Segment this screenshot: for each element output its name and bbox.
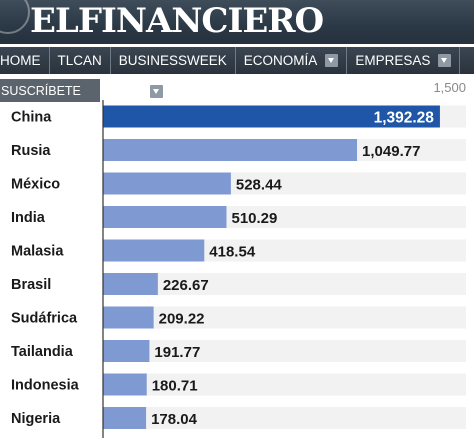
bar [103, 340, 150, 362]
value-label: 209.22 [159, 311, 205, 328]
bar-track [103, 306, 466, 329]
nav-item-businessweek[interactable]: BUSINESSWEEK [111, 47, 236, 74]
category-label: Indonesia [11, 378, 80, 394]
nav-item-label: EMPRESAS [355, 53, 431, 68]
bar-track [103, 373, 466, 396]
bar [103, 373, 147, 396]
category-label: Brasil [11, 277, 51, 293]
bar-track [103, 273, 466, 295]
bar [103, 273, 158, 295]
category-label: Nigeria [11, 411, 61, 427]
nav-item-econom-a[interactable]: ECONOMÍA [236, 47, 348, 74]
bar [103, 239, 205, 262]
category-label: Rusia [11, 143, 51, 159]
category-label: México [11, 177, 60, 193]
nav-item-empresas[interactable]: EMPRESAS [347, 47, 461, 74]
nav-item-label: ECONOMÍA [243, 53, 318, 68]
bar [103, 105, 440, 128]
value-label: 528.44 [236, 177, 283, 194]
category-label: Malasia [11, 244, 64, 260]
main-nav: HOME TLCAN BUSINESSWEEK ECONOMÍA EMPRESAS [0, 47, 474, 74]
bar [103, 407, 147, 429]
value-label: 180.71 [152, 378, 198, 395]
nav-item-label: HOME [0, 53, 41, 68]
bar [103, 139, 358, 161]
x-tick-label: 1,500 [433, 80, 466, 95]
category-label: India [11, 210, 46, 226]
subscribe-button[interactable]: SUSCRÍBETE [0, 79, 100, 102]
category-label: China [11, 110, 52, 126]
value-label: 418.54 [209, 244, 256, 261]
bar-track [103, 340, 466, 362]
nav-item-label: TLCAN [57, 53, 102, 68]
nav-item-home[interactable]: HOME [0, 47, 50, 74]
chevron-down-icon[interactable] [150, 85, 163, 98]
value-label: 226.67 [163, 277, 209, 294]
bar-track [103, 407, 466, 429]
value-label: 1,392.28 [374, 110, 435, 127]
bar [103, 172, 231, 195]
category-label: Tailandia [11, 344, 74, 360]
masthead: ELFINANCIERO [0, 0, 474, 44]
chevron-down-icon[interactable] [438, 54, 452, 67]
value-label: 191.77 [154, 344, 200, 361]
chevron-down-icon[interactable] [325, 54, 339, 67]
category-label: Sudáfrica [11, 311, 78, 327]
site-logo[interactable]: ELFINANCIERO [30, 1, 324, 41]
value-label: 510.29 [231, 210, 277, 227]
nav-item-label: BUSINESSWEEK [118, 53, 227, 68]
value-label: 178.04 [151, 411, 198, 428]
nav-item-tlcan[interactable]: TLCAN [50, 47, 111, 74]
value-label: 1,049.77 [362, 143, 420, 160]
bar [103, 306, 154, 329]
bar [103, 206, 227, 228]
